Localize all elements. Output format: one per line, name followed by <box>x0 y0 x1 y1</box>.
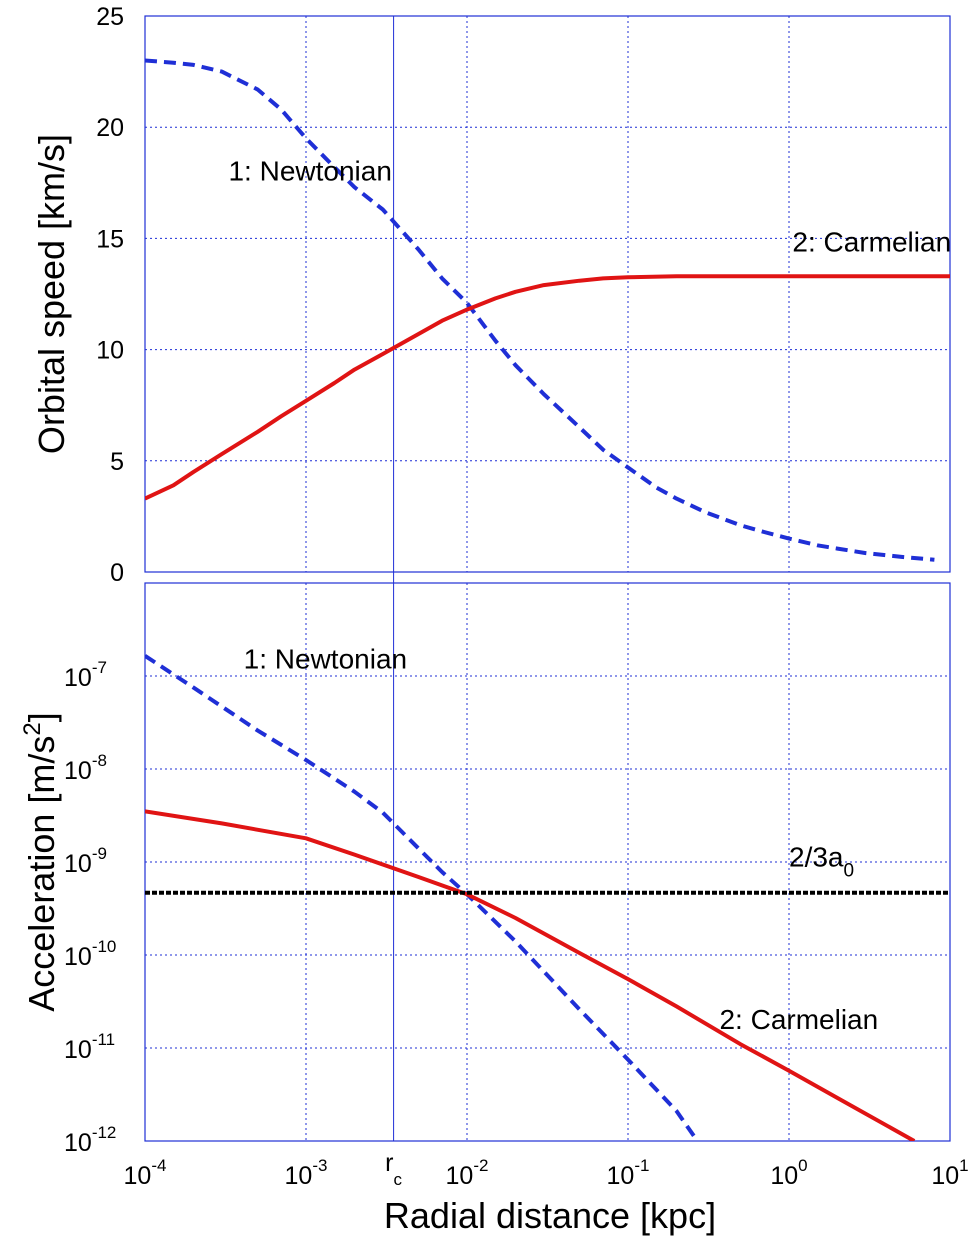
x-tick-label: 10-1 <box>607 1156 650 1190</box>
acceleration-series-newtonian <box>145 654 700 1141</box>
acceleration-y-tick-label: 10-7 <box>64 658 107 692</box>
acceleration-y-tick-label: 10-8 <box>64 751 107 785</box>
tick-labels: 10-4 10-3 10-2 10-1 100 101 rc 0 5 10 15 20 25 10-12 1… <box>64 3 969 1190</box>
grid-lines <box>145 16 950 1141</box>
x-tick-label: 10-2 <box>446 1156 489 1190</box>
acceleration-y-tick-label: 10-11 <box>64 1030 115 1064</box>
series-lines <box>145 58 950 1141</box>
speed-series-carmelian <box>145 274 950 501</box>
x-tick-label: 10-4 <box>124 1156 167 1190</box>
acceleration-y-tick-label: 10-9 <box>64 844 107 878</box>
acceleration-series-label: 2/3a0 <box>789 841 854 881</box>
speed-y-tick-label: 20 <box>96 114 124 142</box>
x-tick-label: 101 <box>931 1156 968 1190</box>
speed-y-axis-title: Orbital speed [km/s] <box>31 134 72 454</box>
speed-y-tick-label: 25 <box>96 3 124 31</box>
rc-tick-label: rc <box>385 1149 402 1189</box>
x-axis-title: Radial distance [kpc] <box>384 1195 716 1236</box>
acceleration-y-tick-label: 10-10 <box>64 937 116 971</box>
speed-y-tick-label: 0 <box>110 559 124 587</box>
speed-panel-frame <box>144 15 951 573</box>
series-annotations: 1: Newtonian 2: Carmelian 1: Newtonian 2: C… <box>228 156 951 1035</box>
x-tick-label: 10-3 <box>285 1156 328 1190</box>
acceleration-y-axis-title: Acceleration [m/s2] <box>19 712 62 1011</box>
acceleration-series-label: 2: Carmelian <box>719 1004 878 1035</box>
acceleration-y-tick-label: 10-12 <box>64 1123 116 1157</box>
speed-y-tick-label: 15 <box>96 225 124 253</box>
speed-y-tick-label: 10 <box>96 337 124 365</box>
speed-y-tick-label: 5 <box>110 448 124 476</box>
acceleration-series-label: 1: Newtonian <box>244 644 407 675</box>
speed-series-label: 2: Carmelian <box>792 227 951 258</box>
x-tick-label: 100 <box>770 1156 807 1190</box>
speed-series-newtonian <box>145 58 935 562</box>
speed-series-label: 1: Newtonian <box>228 156 391 187</box>
acceleration-series-carmelian <box>145 809 916 1141</box>
